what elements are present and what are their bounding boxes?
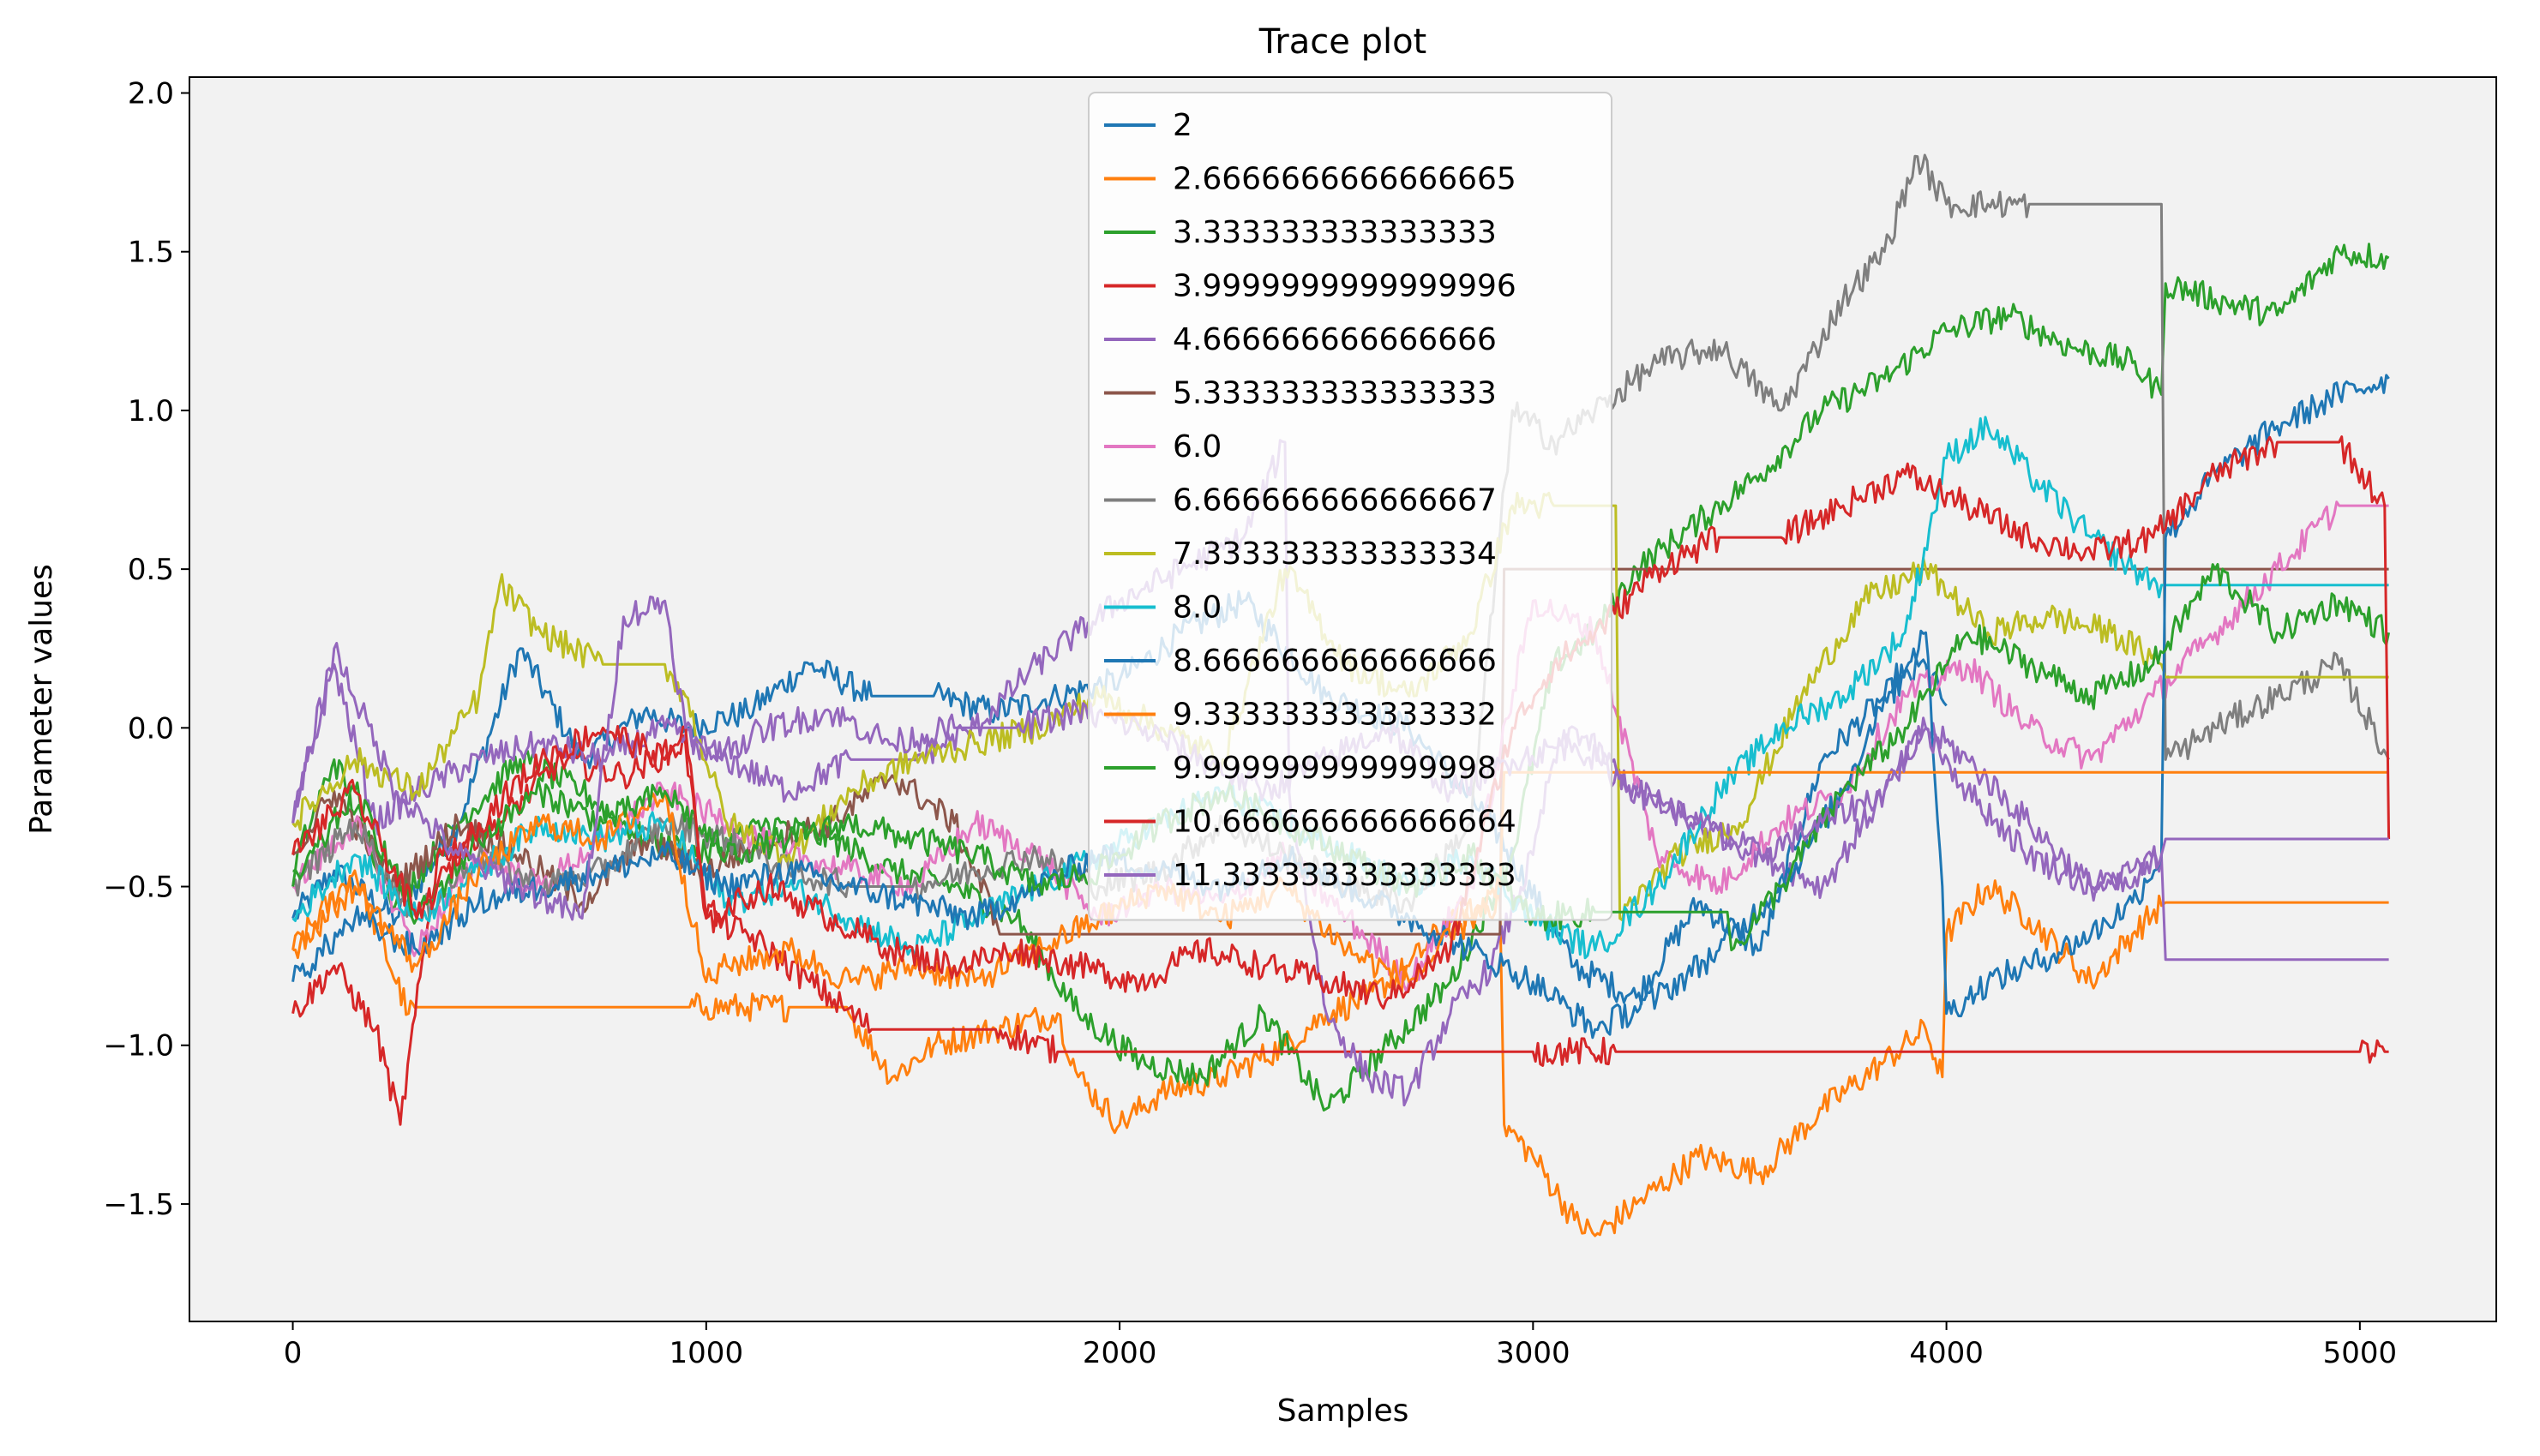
chart-title: Trace plot [1258,22,1427,62]
plot-frame [189,76,2497,1322]
legend-label: 6.666666666666667 [1173,483,1497,518]
legend-label: 3.9999999999999996 [1173,269,1516,304]
x-tick-label: 0 [284,1336,303,1370]
series-line-6 [291,567,2389,936]
y-tick-label: 1.0 [128,394,174,428]
x-tick-label: 1000 [670,1336,744,1370]
x-tick-label: 3000 [1496,1336,1570,1370]
x-tick-label: 2000 [1083,1336,1157,1370]
y-tick-label: −1.5 [103,1188,174,1222]
legend-label: 9.999999999999998 [1173,751,1497,786]
legend-label: 2 [1173,108,1192,143]
legend-box [1088,92,1612,921]
legend-label: 4.666666666666666 [1173,322,1497,357]
y-tick-label: 1.5 [128,236,174,270]
x-axis: 0 1000 2000 3000 4000 5000 [284,1321,2397,1370]
y-tick-label: 0.0 [128,711,174,746]
x-tick-label: 5000 [2323,1336,2398,1370]
legend-label: 10.666666666666664 [1173,805,1516,840]
legend-label: 8.0 [1173,590,1222,626]
y-tick-label: −0.5 [103,871,174,905]
legend-label: 2.6666666666666665 [1173,162,1516,197]
legend-label: 11.333333333333333 [1173,858,1516,893]
y-axis: −1.5 −1.0 −0.5 0.0 0.5 1.0 1.5 2.0 [103,77,189,1222]
y-tick-label: 0.5 [128,553,174,587]
legend-label: 8.666666666666666 [1173,644,1497,679]
legend-label: 6.0 [1173,429,1222,464]
x-axis-label: Samples [1277,1393,1409,1429]
series-line-14 [291,435,2391,1010]
x-tick-label: 4000 [1909,1336,1984,1370]
series-line-2 [291,869,2389,1237]
legend-label: 5.333333333333333 [1173,376,1497,411]
y-axis-label: Parameter values [24,564,59,835]
legend: 2 2.6666666666666665 3.333333333333333 3.99… [1088,92,1612,921]
y-tick-label: 2.0 [128,77,174,111]
y-tick-label: −1.0 [103,1029,174,1064]
legend-label: 7.333333333333334 [1173,536,1497,572]
series-line-3 [292,243,2390,1111]
legend-label: 9.333333333333332 [1173,698,1497,733]
legend-label: 3.333333333333333 [1173,215,1497,250]
